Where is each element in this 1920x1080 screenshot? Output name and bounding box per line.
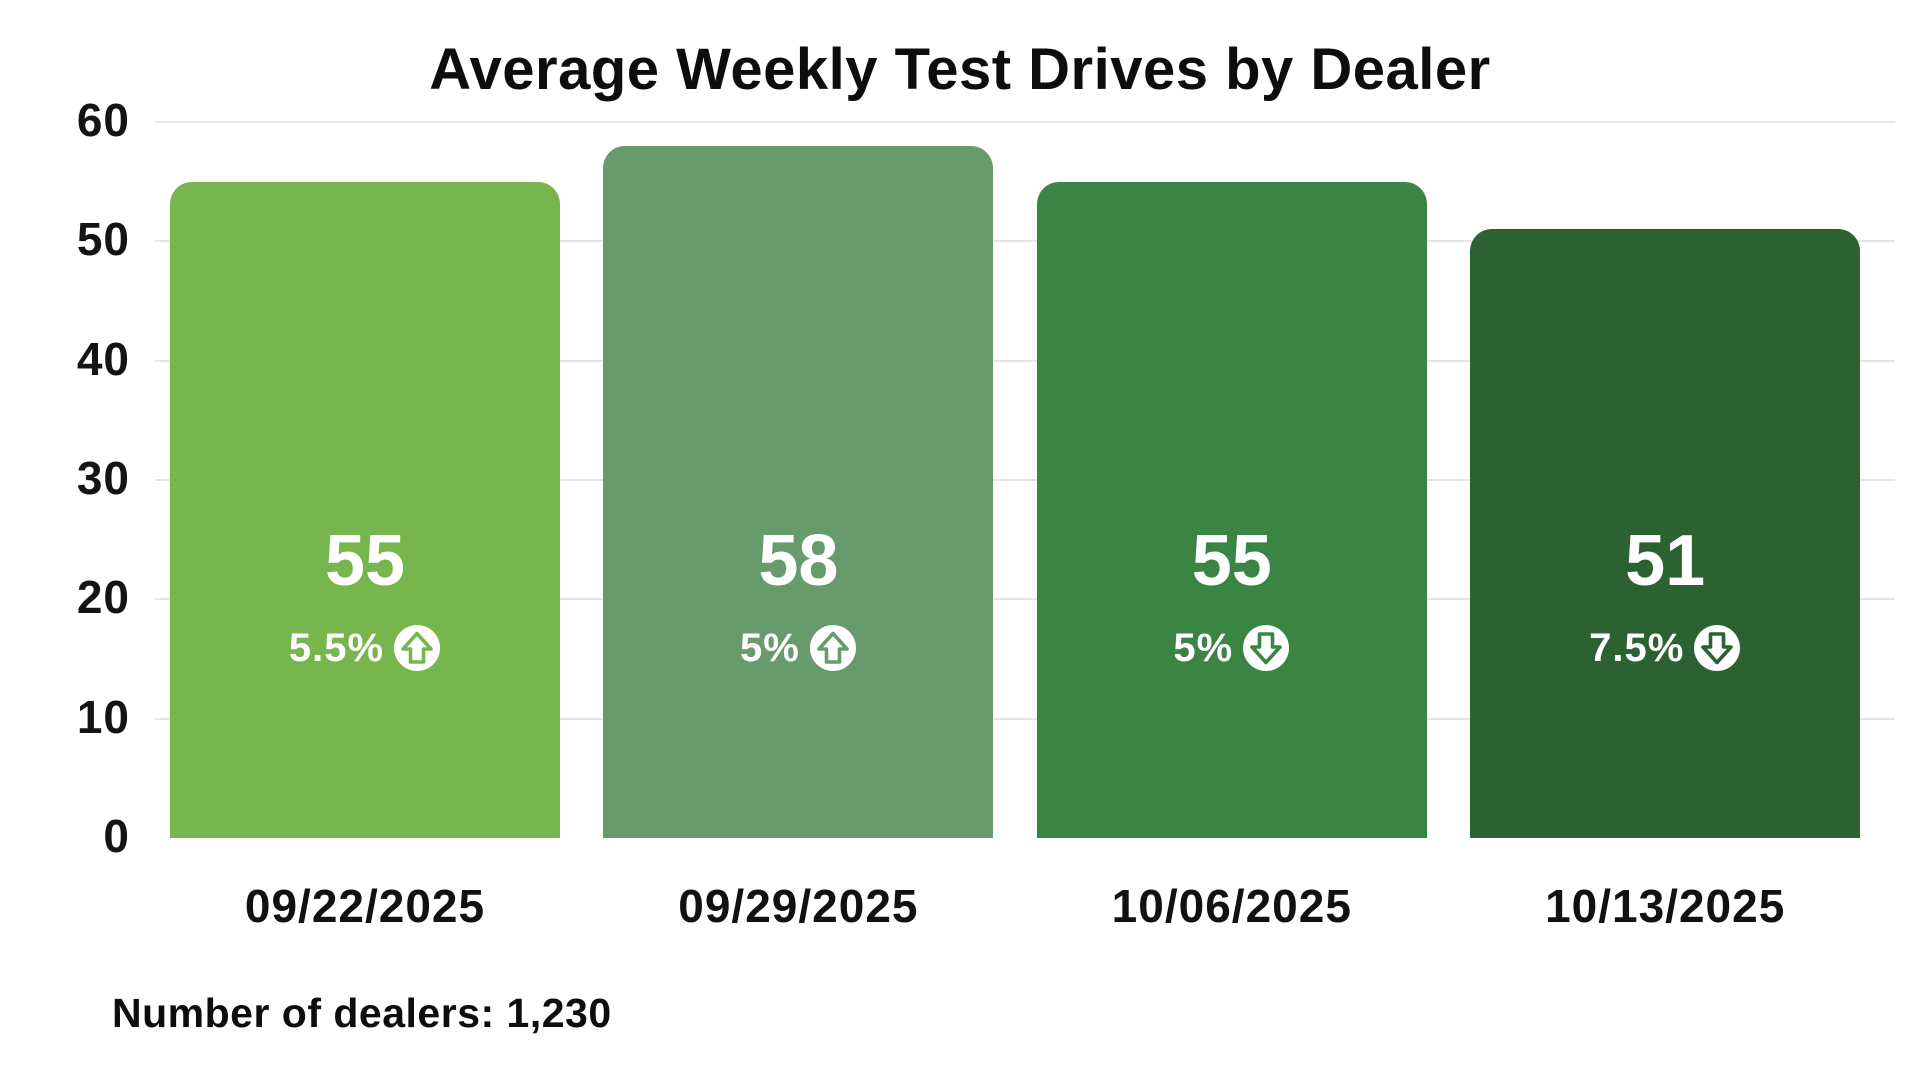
- arrow-up-circle-icon: [809, 625, 856, 671]
- bar: [603, 145, 994, 838]
- bar-value-label: 55: [324, 521, 406, 601]
- chart-title: Average Weekly Test Drives by Dealer: [429, 37, 1491, 102]
- x-axis-category-label: 10/06/2025: [1111, 880, 1352, 932]
- bar: [1470, 229, 1861, 838]
- change-annotation: 5.5%: [170, 623, 560, 673]
- change-annotation: 5%: [603, 623, 993, 673]
- bar-value-label: 58: [758, 521, 839, 601]
- change-percent-label: 5.5%: [288, 625, 385, 670]
- y-axis-tick-label: 0: [103, 810, 130, 862]
- bar: [170, 181, 560, 838]
- y-axis-tick-label: 20: [76, 571, 130, 624]
- x-axis-category-label: 10/13/2025: [1545, 880, 1786, 932]
- x-axis-category-label: 09/29/2025: [678, 880, 919, 932]
- bar-value-label: 51: [1625, 521, 1706, 601]
- gridline: [155, 598, 1895, 601]
- change-annotation: 5%: [1037, 623, 1427, 673]
- y-axis-tick-label: 30: [76, 452, 130, 504]
- y-axis-tick-label: 10: [76, 690, 130, 743]
- bar: [1036, 181, 1427, 838]
- arrow-up-circle-icon: [394, 625, 441, 671]
- dealer-count-note: Number of dealers: 1,230: [112, 990, 612, 1036]
- change-percent-label: 5%: [1173, 625, 1234, 670]
- gridline: [155, 240, 1895, 243]
- x-axis-category-label: 09/22/2025: [244, 880, 486, 932]
- bar-value-label: 55: [1191, 521, 1272, 601]
- gridline: [155, 717, 1895, 720]
- y-axis-tick-label: 60: [76, 94, 130, 146]
- change-annotation: 7.5%: [1470, 623, 1860, 673]
- arrow-down-circle-icon: [1694, 625, 1741, 671]
- change-percent-label: 5%: [739, 625, 800, 670]
- arrow-down-circle-icon: [1243, 625, 1290, 671]
- y-axis-tick-label: 50: [76, 213, 130, 266]
- y-axis-tick-label: 40: [76, 332, 130, 385]
- gridline: [155, 479, 1895, 481]
- change-percent-label: 7.5%: [1589, 625, 1685, 670]
- gridline: [155, 121, 1895, 123]
- gridline: [155, 359, 1895, 362]
